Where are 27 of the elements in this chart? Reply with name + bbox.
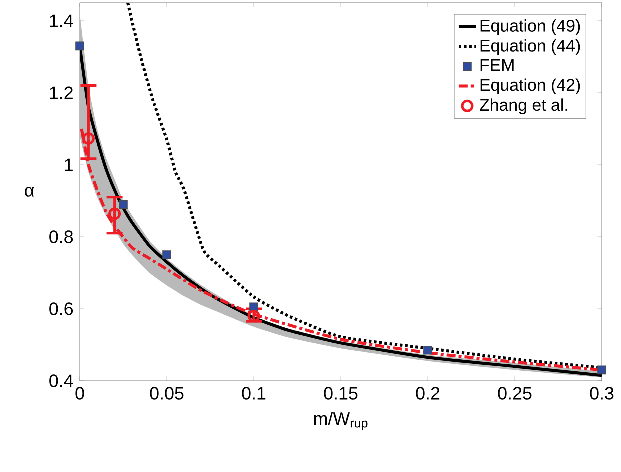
point [108, 208, 122, 220]
x-axis-title: m/W$_{rup}$ [314, 412, 368, 430]
point [76, 42, 84, 51]
point [598, 366, 606, 375]
y-tick-label: 1.4 [50, 14, 74, 28]
legend-label: Zhang et al. [480, 98, 568, 114]
x-tick-label: 0.1 [242, 387, 266, 400]
x-tick-label: 0.3 [590, 387, 614, 400]
legend-label: Equation (49) [480, 20, 580, 36]
point [82, 132, 95, 145]
y-tick-label: 1.2 [50, 86, 73, 100]
x-tick-label: 0.05 [150, 387, 184, 400]
x-tick-label: 0 [76, 387, 84, 400]
point [424, 346, 432, 355]
point [162, 250, 172, 260]
y-tick-label: 0.8 [50, 230, 74, 244]
x-tick-label: 0.15 [324, 387, 358, 400]
legend-label: Equation (44) [480, 39, 580, 56]
legend-label: FEM [480, 59, 514, 72]
y-tick-label: 0.4 [50, 374, 74, 388]
point [119, 200, 128, 209]
legend-label: Equation (42) [480, 78, 580, 95]
y-tick-label: 0.6 [50, 302, 74, 316]
x-tick-label: 0.2 [416, 387, 440, 400]
y-axis-title: α [25, 187, 34, 197]
y-tick-label: 1 [65, 158, 73, 172]
x-tick-label: 0.25 [498, 387, 532, 400]
